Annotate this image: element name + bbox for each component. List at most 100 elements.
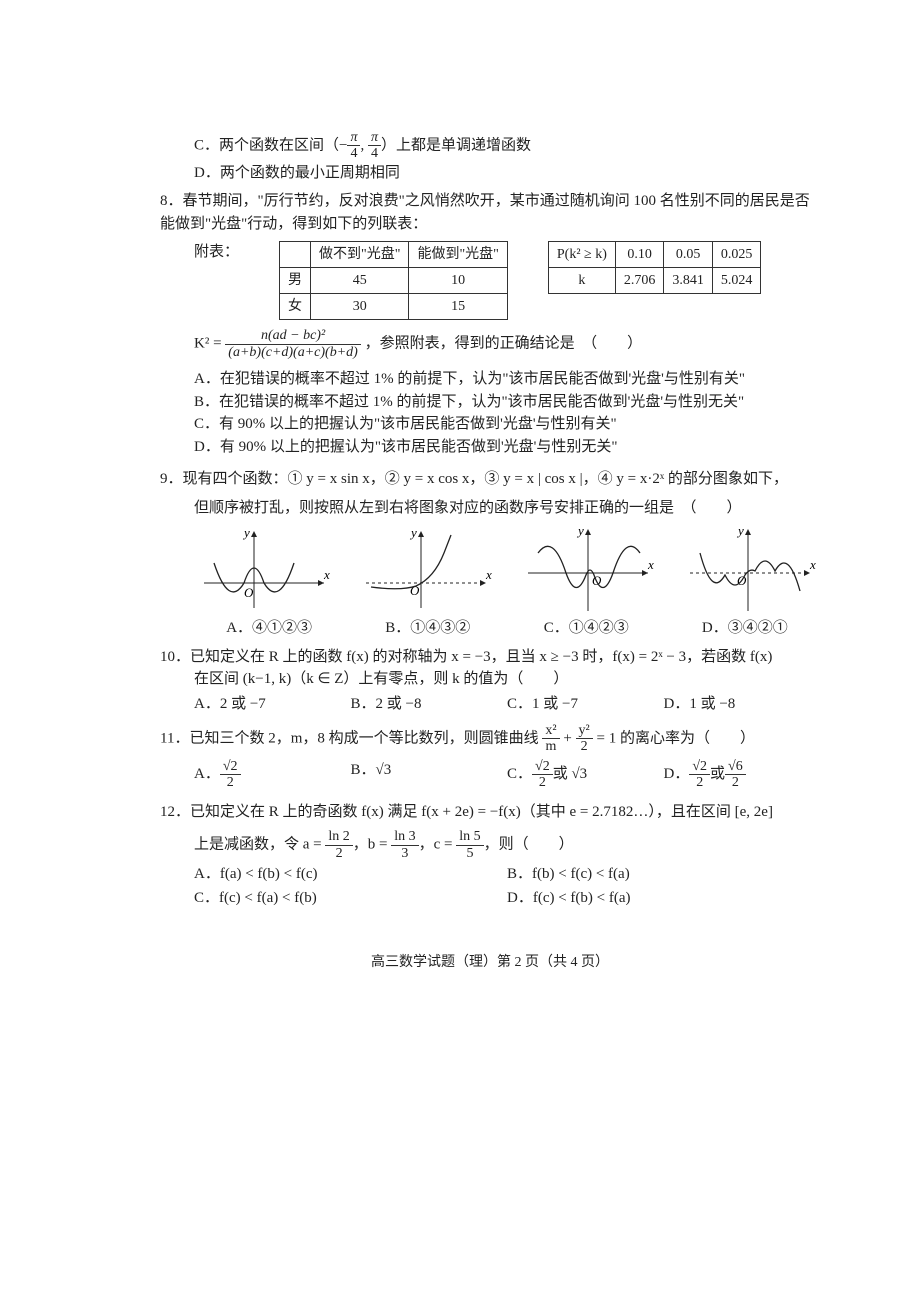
q12-cn: ln 5	[456, 829, 483, 845]
q11-option-d: D．√22 或 √62	[664, 759, 821, 791]
graph-2: x y O	[356, 523, 496, 613]
q11c-d: 2	[532, 775, 553, 790]
q10-option-a: A．2 或 −7	[194, 693, 351, 716]
q11-option-c: C．√22 或 √3	[507, 759, 664, 791]
q12-ad: 2	[325, 846, 352, 861]
q12-m2: ，c =	[419, 836, 457, 852]
t1-h2: 能做到"光盘"	[409, 242, 507, 268]
q9: 9．现有四个函数：① y = x sin x，② y = x cos x，③ y…	[160, 468, 820, 640]
t1-r1c1: 30	[311, 294, 409, 320]
t1-h0	[280, 242, 311, 268]
q12-text: 已知定义在 R 上的奇函数 f(x) 满足 f(x + 2e) = −f(x)（…	[190, 804, 773, 820]
q12: 12．已知定义在 R 上的奇函数 f(x) 满足 f(x + 2e) = −f(…	[160, 801, 820, 912]
t1-r1c2: 15	[409, 294, 507, 320]
t1-h1: 做不到"光盘"	[311, 242, 409, 268]
q8-formula: K² = n(ad − bc)² (a+b)(c+d)(a+c)(b+d) ，参…	[194, 328, 820, 360]
q7-option-c: C．两个函数在区间（−π4, π4）上都是单调递增函数	[194, 130, 820, 162]
q12-option-a: A．f(a) < f(b) < f(c)	[194, 863, 507, 886]
q12-cd: 5	[456, 846, 483, 861]
q11-f2n: y²	[576, 723, 593, 739]
q12-bd: 3	[391, 846, 418, 861]
q12-option-b: B．f(b) < f(c) < f(a)	[507, 863, 820, 886]
q12-an: ln 2	[325, 829, 352, 845]
t2-r0c3: 5.024	[712, 268, 761, 294]
t2-r0c0: k	[548, 268, 615, 294]
q11-plus: +	[560, 730, 576, 746]
q8-attach: 附表：	[194, 241, 239, 264]
q11d-n1: √2	[689, 759, 710, 775]
q12-option-d: D．f(c) < f(b) < f(a)	[507, 887, 820, 910]
q8-formula-tail: ，参照附表，得到的正确结论是 （ ）	[365, 336, 643, 352]
q9-num: 9．	[160, 471, 183, 487]
q8-formula-num: n(ad − bc)²	[225, 328, 361, 344]
q8-option-d: D．有 90% 以上的把握认为"该市居民能否做到'光盘'与性别无关"	[194, 436, 820, 459]
t1-r0c0: 男	[280, 268, 311, 294]
q8-option-b: B．在犯错误的概率不超过 1% 的前提下，认为"该市居民能否做到'光盘'与性别无…	[194, 391, 820, 414]
q8-formula-den: (a+b)(c+d)(a+c)(b+d)	[225, 345, 361, 360]
q11d-mid: 或	[710, 763, 725, 786]
page-footer: 高三数学试题（理）第 2 页（共 4 页）	[160, 952, 820, 973]
q9-options: A．④①②③ B．①④③② C．①④②③ D．③④②①	[194, 617, 820, 640]
q11-f1d: m	[542, 739, 559, 754]
q11c-n: √2	[532, 759, 553, 775]
q11-option-b: B．√3	[351, 759, 508, 791]
q9-option-d: D．③④②①	[670, 617, 820, 640]
q11-options: A．√22 B．√3 C．√22 或 √3 D．√22 或 √62	[194, 759, 820, 791]
graph-1: x y O	[194, 523, 334, 613]
q9-option-b: B．①④③②	[353, 617, 503, 640]
t2-h1: 0.10	[615, 242, 664, 268]
q11-f2d: 2	[576, 739, 593, 754]
q12-line2: 上是减函数，令 a = ln 22，b = ln 33，c = ln 55，则（…	[194, 829, 820, 861]
q12-num: 12．	[160, 804, 190, 820]
q11-text-post: = 1 的离心率为（ ）	[593, 730, 755, 746]
q7-option-d: D．两个函数的最小正周期相同	[194, 162, 820, 185]
q12-m1: ，b =	[353, 836, 391, 852]
q10-text: 已知定义在 R 上的函数 f(x) 的对称轴为 x = −3，且当 x ≥ −3…	[190, 649, 772, 665]
q9-option-c: C．①④②③	[511, 617, 661, 640]
q10-text2: 在区间 (k−1, k)（k ∈ Z）上有零点，则 k 的值为（ ）	[194, 668, 820, 691]
t1-r0c1: 45	[311, 268, 409, 294]
q11c-pre: C．	[507, 763, 532, 786]
t2-r0c2: 3.841	[664, 268, 713, 294]
svg-text:y: y	[736, 523, 744, 538]
q11a-pre: A．	[194, 763, 220, 786]
svg-text:y: y	[409, 525, 417, 540]
t2-h3: 0.025	[712, 242, 761, 268]
q11-num: 11．	[160, 730, 189, 746]
svg-text:x: x	[647, 557, 654, 572]
q11d-d1: 2	[689, 775, 710, 790]
q10-option-c: C．1 或 −7	[507, 693, 664, 716]
t1-r1c0: 女	[280, 294, 311, 320]
q10-options: A．2 或 −7 B．2 或 −8 C．1 或 −7 D．1 或 −8	[194, 693, 820, 716]
q8-table2: P(k² ≥ k) 0.10 0.05 0.025 k 2.706 3.841 …	[548, 241, 762, 294]
q9-graphs: x y O x y O x	[194, 523, 820, 613]
svg-text:x: x	[485, 567, 492, 582]
t2-r0c1: 2.706	[615, 268, 664, 294]
svg-text:O: O	[244, 585, 254, 600]
q10-option-b: B．2 或 −8	[351, 693, 508, 716]
svg-text:y: y	[242, 525, 250, 540]
q12-pre: 上是减函数，令 a =	[194, 836, 325, 852]
q8-text: 春节期间，"厉行节约，反对浪费"之风悄然吹开，某市通过随机询问 100 名性别不…	[160, 193, 810, 232]
q10-num: 10．	[160, 649, 190, 665]
q8-option-c: C．有 90% 以上的把握认为"该市居民能否做到'光盘'与性别有关"	[194, 413, 820, 436]
q11c-post: 或 √3	[553, 763, 587, 786]
graph-3: x y O	[518, 523, 658, 613]
q11: 11．已知三个数 2，m，8 构成一个等比数列，则圆锥曲线 x²m + y²2 …	[160, 723, 820, 791]
q11d-n2: √6	[725, 759, 746, 775]
graph-4: x y O	[680, 523, 820, 613]
q11a-n: √2	[220, 759, 241, 775]
q9-text2: 但顺序被打乱，则按照从左到右将图象对应的函数序号安排正确的一组是 （ ）	[194, 497, 820, 520]
q11a-d: 2	[220, 775, 241, 790]
q11d-d2: 2	[725, 775, 746, 790]
q10-option-d: D．1 或 −8	[664, 693, 821, 716]
q9-option-a: A．④①②③	[194, 617, 344, 640]
q9-text: 现有四个函数：① y = x sin x，② y = x cos x，③ y =…	[183, 471, 788, 487]
q12-post: ，则（ ）	[484, 836, 574, 852]
q11-option-a: A．√22	[194, 759, 351, 791]
q8-formula-left: K² =	[194, 336, 222, 352]
q8-num: 8．	[160, 193, 183, 209]
q10: 10．已知定义在 R 上的函数 f(x) 的对称轴为 x = −3，且当 x ≥…	[160, 646, 820, 716]
q12-bn: ln 3	[391, 829, 418, 845]
svg-text:y: y	[576, 523, 584, 538]
